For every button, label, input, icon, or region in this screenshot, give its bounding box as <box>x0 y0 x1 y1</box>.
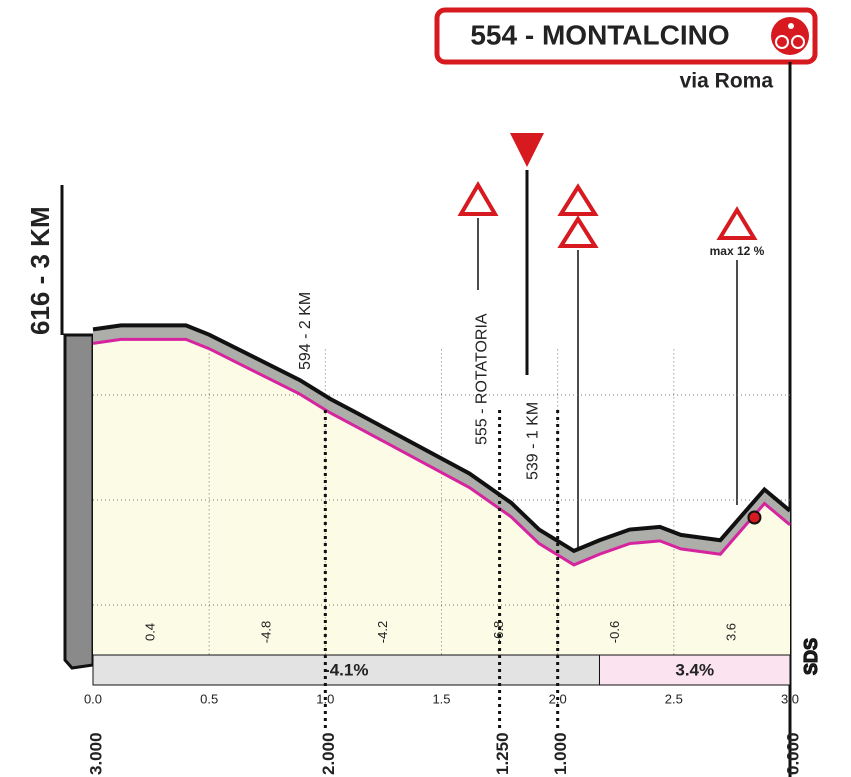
gradient-label: -0.6 <box>607 621 622 643</box>
left-wall <box>63 333 95 670</box>
gradient-label: -4.8 <box>259 621 274 643</box>
flamme-rouge <box>510 133 544 167</box>
remaining-label: 3.000 <box>86 732 105 775</box>
remaining-label: 2.000 <box>319 732 338 775</box>
start-label: 616 - 3 KM <box>25 206 55 335</box>
section-bar <box>598 654 791 686</box>
section-bar <box>92 654 600 686</box>
gradient-label: -6.8 <box>491 621 506 643</box>
profile-line <box>92 323 792 554</box>
bike-icon-head <box>788 23 794 29</box>
x-tick-label: 0.0 <box>84 691 102 706</box>
remaining-label: 0.000 <box>783 732 802 775</box>
marker-label: 539 - 1 KM <box>525 402 542 480</box>
title-box <box>434 7 818 65</box>
road-line <box>92 337 791 567</box>
bike-icon <box>771 17 809 55</box>
narrow-sign <box>557 215 599 248</box>
gradient-label: 0.4 <box>143 623 158 641</box>
marker-label: 594 - 2 KM <box>297 292 314 370</box>
x-tick-label: 0.5 <box>200 691 218 706</box>
curve-sign <box>557 183 599 216</box>
section-label: 3.4% <box>675 660 714 679</box>
finish-dot <box>747 510 762 525</box>
x-tick-label: 2.5 <box>665 691 683 706</box>
bike-icon-wheel <box>791 35 805 49</box>
remaining-label: 1.250 <box>493 732 512 775</box>
chart-title: 554 - MONTALCINO <box>470 19 729 50</box>
subtitle: via Roma <box>680 70 774 93</box>
logo: SDS <box>801 638 821 675</box>
curve-sign <box>457 181 499 216</box>
bike-icon-wheel <box>775 35 789 49</box>
marker-label: 555 - ROTATORIA <box>474 313 491 445</box>
x-tick-label: 3.0 <box>781 691 799 706</box>
gradient-label: -4.2 <box>375 621 390 643</box>
climb-label: max 12 % <box>710 244 765 258</box>
section-label: -4.1% <box>324 660 368 679</box>
remaining-label: 1.000 <box>551 732 570 775</box>
gradient-label: 3.6 <box>723 623 738 641</box>
x-tick-label: 1.5 <box>432 691 450 706</box>
climb-sign <box>716 206 758 240</box>
